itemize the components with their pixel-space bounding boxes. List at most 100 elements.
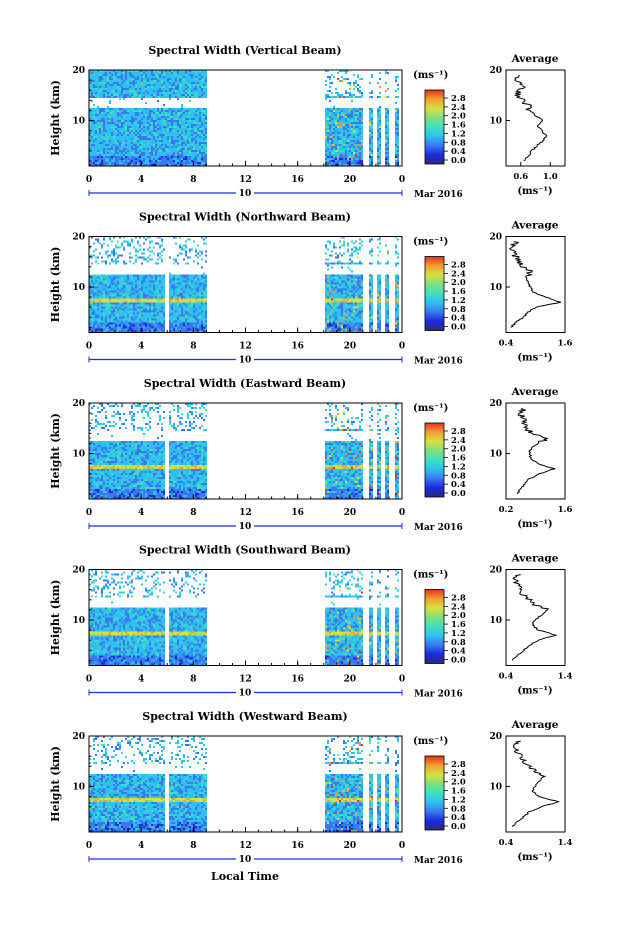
- panel-3: Spectral Width (Eastward Beam) 20 10 Height…: [49, 377, 572, 533]
- x-tick-label: 0: [86, 342, 92, 352]
- colorbar-unit: (ms⁻¹): [413, 237, 448, 248]
- colorbar-tick-label: 2.0: [451, 778, 466, 788]
- x-tick-label: 12: [239, 508, 252, 518]
- x-tick-label: 12: [239, 175, 252, 185]
- y-tick-label: 20: [72, 399, 85, 409]
- x-tick-label: 16: [291, 175, 304, 185]
- colorbar-tick-label: 2.4: [451, 602, 466, 612]
- average-x-tick-label: 0.4: [499, 838, 514, 848]
- panel-title: Spectral Width (Northward Beam): [139, 211, 351, 224]
- average-unit: (ms⁻¹): [517, 686, 552, 697]
- x-tick-label: 8: [190, 175, 196, 185]
- average-y-tick-label: 10: [489, 616, 502, 626]
- colorbar-tick-label: 1.6: [451, 620, 466, 630]
- average-x-tick-label: 1.4: [558, 672, 573, 682]
- colorbar-tick-label: 2.4: [451, 769, 466, 779]
- x-tick-label: 8: [190, 508, 196, 518]
- x-tick-label: 0: [399, 508, 405, 518]
- y-tick-label: 10: [72, 117, 85, 127]
- x-tick-label: 20: [344, 508, 357, 518]
- x-tick-label: 8: [190, 342, 196, 352]
- average-title: Average: [511, 220, 559, 232]
- y-axis-label: Height (km): [49, 80, 62, 156]
- average-frame: [505, 236, 566, 333]
- x-tick-label: 0: [86, 508, 92, 518]
- colorbar-tick-label: 2.4: [451, 269, 466, 279]
- colorbar-tick-label: 2.0: [451, 112, 466, 122]
- colorbar-unit: (ms⁻¹): [413, 70, 448, 81]
- heatmap-cells: [89, 70, 399, 166]
- x-tick-label: 4: [138, 175, 144, 185]
- colorbar-tick-label: 1.6: [451, 454, 466, 464]
- colorbar-tick-label: 1.2: [451, 129, 466, 139]
- date-day-label: 10: [239, 356, 252, 366]
- average-x-tick-label: 1.6: [558, 505, 573, 515]
- date-day-bg: [236, 521, 254, 531]
- y-tick-label: 10: [72, 450, 85, 460]
- colorbar-tick-label: 2.0: [451, 611, 466, 621]
- date-label: Mar 2016: [414, 190, 463, 200]
- average-unit: (ms⁻¹): [517, 186, 552, 197]
- colorbar-tick-label: 2.8: [451, 594, 466, 604]
- average-profile-line: [511, 574, 558, 661]
- average-title: Average: [511, 386, 559, 398]
- x-tick-label: 0: [399, 675, 405, 685]
- average-y-tick-label: 20: [489, 66, 502, 76]
- average-profile-line: [516, 407, 556, 495]
- x-tick-label: 16: [291, 675, 304, 685]
- x-tick-label: 8: [190, 675, 196, 685]
- x-tick-label: 16: [291, 508, 304, 518]
- colorbar-tick-label: 0.0: [451, 822, 466, 832]
- average-unit: (ms⁻¹): [517, 852, 552, 863]
- colorbar-tick-label: 2.4: [451, 103, 466, 113]
- average-frame: [505, 402, 566, 500]
- average-profile-line: [509, 241, 562, 328]
- colorbar-tick-label: 1.6: [451, 121, 466, 131]
- y-axis-label: Height (km): [49, 580, 62, 656]
- date-day-bg: [236, 687, 254, 698]
- y-tick-label: 10: [72, 783, 85, 793]
- colorbar-tick-label: 0.0: [451, 156, 466, 166]
- colorbar: [424, 422, 445, 498]
- x-tick-label: 12: [239, 342, 252, 352]
- average-y-tick-label: 20: [489, 233, 502, 243]
- panel-title: Spectral Width (Westward Beam): [142, 710, 347, 723]
- average-unit: (ms⁻¹): [517, 353, 552, 364]
- x-tick-label: 16: [291, 342, 304, 352]
- panel-title: Spectral Width (Vertical Beam): [148, 44, 341, 57]
- average-y-tick-label: 10: [489, 783, 502, 793]
- x-tick-label: 0: [86, 675, 92, 685]
- y-tick-label: 20: [72, 66, 85, 76]
- average-frame: [505, 69, 566, 167]
- colorbar-tick-label: 2.8: [451, 427, 466, 437]
- colorbar: [424, 589, 445, 664]
- colorbar-tick-label: 0.8: [451, 804, 466, 814]
- panel-title: Spectral Width (Eastward Beam): [144, 377, 346, 390]
- average-unit: (ms⁻¹): [517, 519, 552, 530]
- colorbar-tick-label: 0.4: [451, 647, 466, 657]
- x-tick-label: 0: [399, 841, 405, 851]
- average-title: Average: [511, 553, 559, 565]
- colorbar-unit: (ms⁻¹): [413, 403, 448, 414]
- colorbar-tick-label: 1.2: [451, 296, 466, 306]
- average-frame: [505, 735, 566, 833]
- colorbar: [424, 755, 445, 831]
- colorbar-tick-label: 0.4: [451, 147, 466, 157]
- x-tick-label: 0: [86, 841, 92, 851]
- colorbar-tick-label: 1.2: [451, 462, 466, 472]
- colorbar-tick-label: 0.0: [451, 323, 466, 333]
- colorbar-tick-label: 0.4: [451, 813, 466, 823]
- date-day-bg: [236, 854, 254, 864]
- x-tick-label: 20: [344, 841, 357, 851]
- panel-2: Spectral Width (Northward Beam) 20 10 Heigh…: [49, 211, 572, 367]
- y-axis-label: Height (km): [49, 247, 62, 323]
- average-y-tick-label: 10: [489, 450, 502, 460]
- average-x-tick-label: 0.4: [499, 672, 514, 682]
- panel-title: Spectral Width (Southward Beam): [139, 544, 351, 557]
- colorbar-tick-label: 0.4: [451, 480, 466, 490]
- y-tick-label: 20: [72, 233, 85, 243]
- y-tick-label: 20: [72, 732, 85, 742]
- x-tick-label: 0: [86, 175, 92, 185]
- y-axis-label: Height (km): [49, 746, 62, 822]
